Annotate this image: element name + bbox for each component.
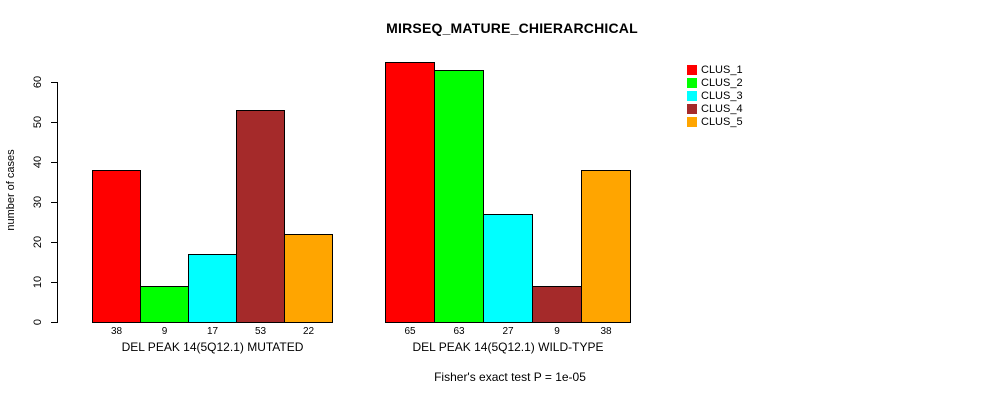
- y-axis-tick: [51, 161, 58, 163]
- y-axis-tick: [51, 201, 58, 203]
- bar-clus-5: [284, 234, 333, 323]
- caption: Fisher's exact test P = 1e-05: [434, 370, 586, 384]
- y-tick-label: 20: [32, 235, 44, 249]
- bar-value-label: 9: [554, 326, 560, 337]
- y-tick-label: 30: [32, 195, 44, 209]
- y-axis-tick: [51, 241, 58, 243]
- bar-value-label: 9: [161, 326, 168, 337]
- x-group-label: DEL PEAK 14(5Q12.1) MUTATED: [121, 340, 304, 354]
- bar-clus-1: [385, 62, 435, 323]
- y-tick-label: 50: [32, 115, 44, 129]
- y-axis-tick: [51, 81, 58, 83]
- bar-value-label: 27: [502, 326, 514, 337]
- chart-title: MIRSEQ_MATURE_CHIERARCHICAL: [386, 20, 638, 36]
- bar-value-label: 22: [302, 326, 315, 337]
- y-axis-tick: [51, 321, 58, 323]
- bar-clus-3: [188, 254, 237, 323]
- bar-value-label: 38: [600, 326, 612, 337]
- bar-value-label: 65: [404, 326, 416, 337]
- bar-clus-1: [92, 170, 141, 323]
- bar-clus-3: [483, 214, 533, 323]
- y-tick-label: 10: [32, 275, 44, 289]
- bar-clus-2: [140, 286, 189, 323]
- bar-value-label: 38: [110, 326, 123, 337]
- y-axis-tick: [51, 121, 58, 123]
- y-tick-label: 40: [32, 155, 44, 169]
- x-group-label: DEL PEAK 14(5Q12.1) WILD-TYPE: [412, 340, 604, 354]
- bar-value-label: 53: [254, 326, 267, 337]
- bar-clus-4: [236, 110, 285, 323]
- y-tick-label: 0: [32, 318, 44, 326]
- y-tick-label: 60: [32, 75, 44, 89]
- bar-clus-4: [532, 286, 582, 323]
- bar-clus-5: [581, 170, 631, 323]
- bar-value-label: 17: [206, 326, 219, 337]
- bar-clus-2: [434, 70, 484, 323]
- y-axis-tick: [51, 281, 58, 283]
- y-axis-line: [57, 82, 58, 323]
- bar-value-label: 63: [453, 326, 465, 337]
